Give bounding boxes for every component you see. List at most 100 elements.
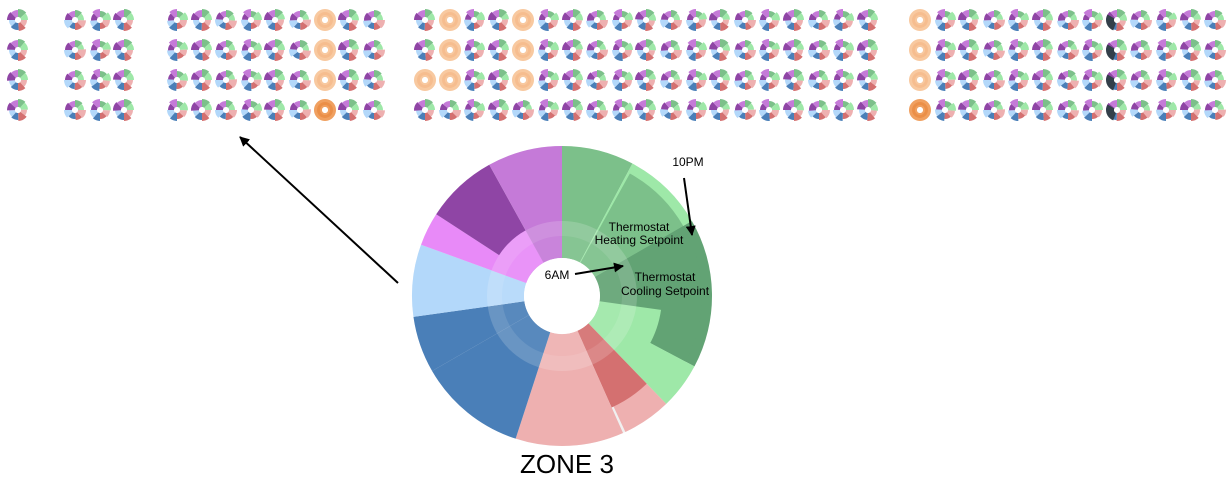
zone-thumbnail[interactable] bbox=[957, 38, 981, 70]
zone-thumbnail[interactable] bbox=[6, 8, 30, 40]
zone-thumbnail[interactable] bbox=[63, 8, 87, 40]
zone-thumbnail[interactable] bbox=[1203, 68, 1227, 100]
zone-thumbnail[interactable] bbox=[165, 98, 189, 130]
zone-thumbnail[interactable] bbox=[807, 68, 831, 100]
zone-thumbnail[interactable] bbox=[313, 8, 337, 40]
zone-thumbnail[interactable] bbox=[684, 8, 708, 40]
zone-thumbnail[interactable] bbox=[288, 98, 312, 130]
zone-thumbnail[interactable] bbox=[63, 98, 87, 130]
zone-thumbnail[interactable] bbox=[1105, 68, 1129, 100]
zone-thumbnail[interactable] bbox=[487, 8, 511, 40]
zone-thumbnail[interactable] bbox=[88, 98, 112, 130]
zone-thumbnail[interactable] bbox=[438, 68, 462, 100]
zone-thumbnail[interactable] bbox=[807, 38, 831, 70]
zone-thumbnail[interactable] bbox=[6, 98, 30, 130]
zone-thumbnail[interactable] bbox=[1179, 98, 1203, 130]
zone-thumbnail[interactable] bbox=[933, 38, 957, 70]
zone-thumbnail[interactable] bbox=[1080, 68, 1104, 100]
zone-thumbnail[interactable] bbox=[239, 98, 263, 130]
zone-thumbnail[interactable] bbox=[708, 8, 732, 40]
zone-thumbnail[interactable] bbox=[1129, 68, 1153, 100]
zone-thumbnail[interactable] bbox=[733, 98, 757, 130]
zone-thumbnail[interactable] bbox=[856, 98, 880, 130]
zone-thumbnail[interactable] bbox=[337, 38, 361, 70]
zone-thumbnail[interactable] bbox=[856, 8, 880, 40]
zone-thumbnail[interactable] bbox=[856, 68, 880, 100]
zone-thumbnail[interactable] bbox=[63, 68, 87, 100]
zone-thumbnail[interactable] bbox=[487, 98, 511, 130]
zone-thumbnail[interactable] bbox=[561, 8, 585, 40]
zone-thumbnail[interactable] bbox=[561, 68, 585, 100]
zone-thumbnail[interactable] bbox=[610, 38, 634, 70]
zone-thumbnail[interactable] bbox=[112, 8, 136, 40]
zone-thumbnail[interactable] bbox=[88, 8, 112, 40]
zone-thumbnail[interactable] bbox=[1006, 98, 1030, 130]
zone-thumbnail[interactable] bbox=[362, 38, 386, 70]
zone-thumbnail[interactable] bbox=[288, 68, 312, 100]
zone-thumbnail[interactable] bbox=[112, 98, 136, 130]
zone-thumbnail[interactable] bbox=[807, 8, 831, 40]
zone-thumbnail[interactable] bbox=[214, 38, 238, 70]
zone-thumbnail[interactable] bbox=[561, 98, 585, 130]
zone-thumbnail[interactable] bbox=[438, 98, 462, 130]
zone-thumbnail[interactable] bbox=[1105, 38, 1129, 70]
zone-thumbnail[interactable] bbox=[1056, 38, 1080, 70]
zone-thumbnail[interactable] bbox=[511, 38, 535, 70]
zone-thumbnail[interactable] bbox=[1203, 8, 1227, 40]
zone-thumbnail[interactable] bbox=[982, 38, 1006, 70]
zone-thumbnail[interactable] bbox=[659, 8, 683, 40]
zone-thumbnail[interactable] bbox=[1105, 8, 1129, 40]
zone-thumbnail[interactable] bbox=[190, 68, 214, 100]
zone-thumbnail[interactable] bbox=[438, 38, 462, 70]
zone-thumbnail[interactable] bbox=[1006, 8, 1030, 40]
zone-thumbnail[interactable] bbox=[1056, 8, 1080, 40]
zone-thumbnail[interactable] bbox=[214, 68, 238, 100]
zone-thumbnail[interactable] bbox=[165, 8, 189, 40]
zone-thumbnail[interactable] bbox=[831, 8, 855, 40]
zone-thumbnail[interactable] bbox=[112, 68, 136, 100]
zone-thumbnail[interactable] bbox=[957, 68, 981, 100]
zone-thumbnail[interactable] bbox=[190, 38, 214, 70]
zone-thumbnail[interactable] bbox=[982, 8, 1006, 40]
zone-thumbnail[interactable] bbox=[561, 38, 585, 70]
zone-thumbnail[interactable] bbox=[856, 38, 880, 70]
zone-thumbnail[interactable] bbox=[1031, 8, 1055, 40]
zone-thumbnail[interactable] bbox=[634, 68, 658, 100]
zone-thumbnail[interactable] bbox=[1080, 38, 1104, 70]
zone-thumbnail[interactable] bbox=[413, 68, 437, 100]
zone-thumbnail[interactable] bbox=[1129, 98, 1153, 130]
zone-thumbnail[interactable] bbox=[1006, 38, 1030, 70]
zone-thumbnail[interactable] bbox=[88, 38, 112, 70]
zone-thumbnail[interactable] bbox=[708, 68, 732, 100]
zone-thumbnail[interactable] bbox=[413, 98, 437, 130]
zone-thumbnail[interactable] bbox=[214, 8, 238, 40]
zone-thumbnail[interactable] bbox=[831, 98, 855, 130]
zone-thumbnail[interactable] bbox=[288, 8, 312, 40]
zone-thumbnail[interactable] bbox=[413, 8, 437, 40]
zone-thumbnail[interactable] bbox=[536, 38, 560, 70]
zone-thumbnail[interactable] bbox=[634, 98, 658, 130]
zone-thumbnail[interactable] bbox=[165, 68, 189, 100]
zone-thumbnail[interactable] bbox=[438, 8, 462, 40]
zone-thumbnail[interactable] bbox=[313, 38, 337, 70]
zone-thumbnail[interactable] bbox=[165, 38, 189, 70]
zone-thumbnail[interactable] bbox=[190, 8, 214, 40]
zone-thumbnail[interactable] bbox=[1080, 98, 1104, 130]
zone-thumbnail[interactable] bbox=[933, 8, 957, 40]
zone-thumbnail[interactable] bbox=[1179, 8, 1203, 40]
zone-thumbnail[interactable] bbox=[610, 98, 634, 130]
zone-thumbnail[interactable] bbox=[1056, 68, 1080, 100]
zone-thumbnail[interactable] bbox=[957, 98, 981, 130]
zone-thumbnail[interactable] bbox=[1006, 68, 1030, 100]
zone-thumbnail[interactable] bbox=[1105, 98, 1129, 130]
zone-thumbnail[interactable] bbox=[659, 68, 683, 100]
zone-thumbnail[interactable] bbox=[413, 38, 437, 70]
zone-thumbnail[interactable] bbox=[1154, 68, 1178, 100]
zone-thumbnail[interactable] bbox=[6, 38, 30, 70]
zone-thumbnail[interactable] bbox=[1129, 38, 1153, 70]
zone-thumbnail[interactable] bbox=[263, 8, 287, 40]
zone-thumbnail[interactable] bbox=[313, 98, 337, 130]
zone-thumbnail[interactable] bbox=[112, 38, 136, 70]
zone-thumbnail[interactable] bbox=[708, 98, 732, 130]
zone-thumbnail[interactable] bbox=[585, 68, 609, 100]
